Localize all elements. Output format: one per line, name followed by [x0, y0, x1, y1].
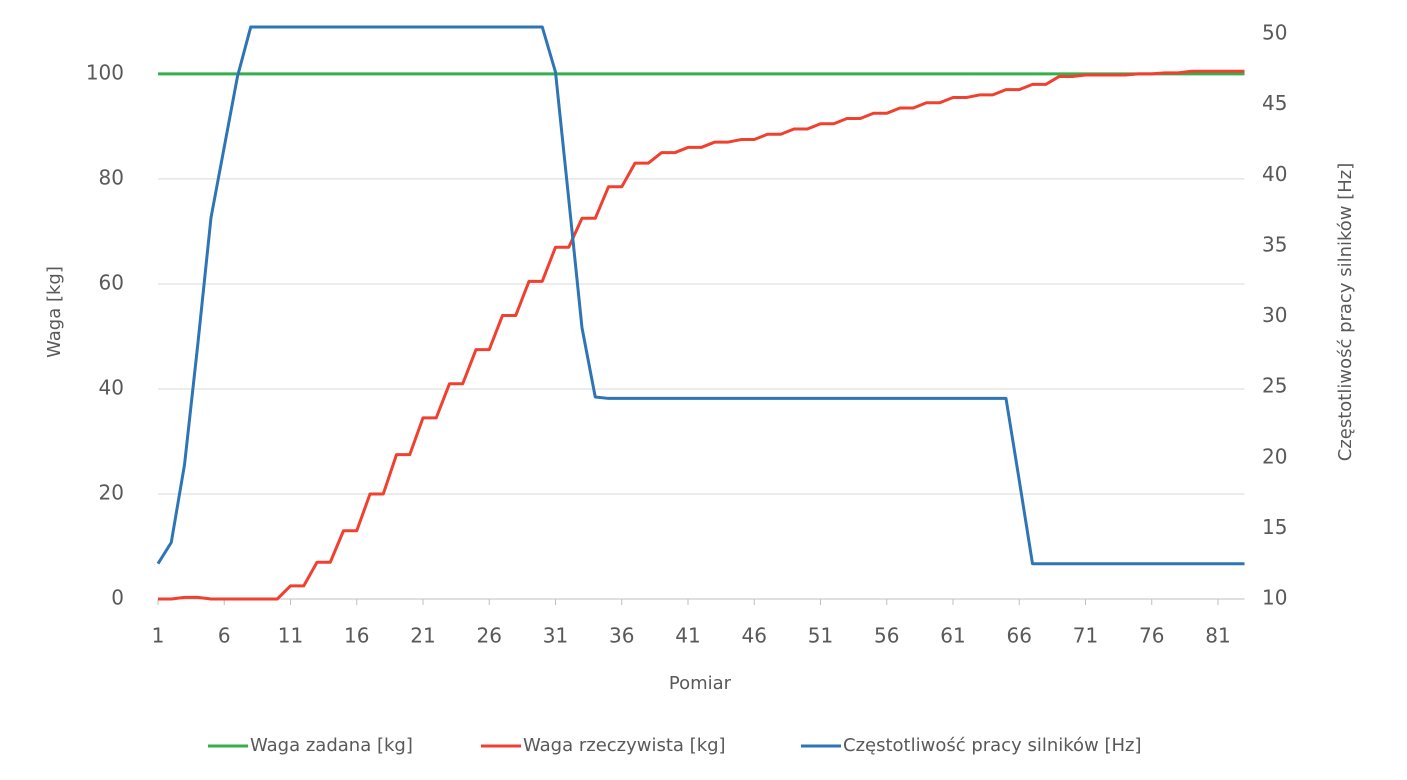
x-axis-title: Pomiar [669, 673, 732, 694]
x-tick-label: 6 [218, 624, 231, 648]
x-tick-label: 31 [543, 624, 568, 648]
series-line [156, 25, 1245, 566]
y-tick-label: 0 [111, 586, 124, 610]
y-axis-title: Waga [kg] [44, 266, 65, 358]
x-tick-label: 46 [742, 624, 767, 648]
y2-tick-label: 40 [1262, 162, 1287, 186]
y2-tick-label: 10 [1262, 586, 1287, 610]
y2-tick-label: 45 [1262, 91, 1287, 115]
x-tick-label: 51 [808, 624, 833, 648]
x-tick-label: 66 [1007, 624, 1032, 648]
legend-label: Waga zadana [kg] [250, 735, 413, 756]
y2-axis-title: Częstotliwość pracy silników [Hz] [1335, 163, 1356, 462]
y2-tick-label: 30 [1262, 303, 1287, 327]
x-tick-label: 71 [1073, 624, 1098, 648]
x-tick-label: 26 [477, 624, 502, 648]
y2-tick-label: 25 [1262, 374, 1287, 398]
x-tick-label: 81 [1205, 624, 1230, 648]
x-tick-label: 41 [675, 624, 700, 648]
x-tick-label: 16 [344, 624, 369, 648]
x-tick-label: 11 [278, 624, 303, 648]
legend-label: Waga rzeczywista [kg] [523, 735, 726, 756]
y2-tick-label: 35 [1262, 232, 1287, 256]
y-tick-label: 40 [99, 375, 124, 399]
y2-tick-label: 50 [1262, 21, 1287, 45]
y-tick-label: 60 [99, 270, 124, 294]
x-tick-label: 36 [609, 624, 634, 648]
y2-tick-label: 15 [1262, 515, 1287, 539]
legend-label: Częstotliwość pracy silników [Hz] [843, 735, 1142, 756]
y-tick-label: 100 [86, 60, 124, 84]
x-tick-label: 61 [940, 624, 965, 648]
x-tick-label: 21 [410, 624, 435, 648]
y-tick-label: 20 [99, 480, 124, 504]
y2-tick-label: 20 [1262, 444, 1287, 468]
x-tick-label: 1 [152, 624, 165, 648]
y-tick-label: 80 [99, 165, 124, 189]
x-tick-label: 56 [874, 624, 899, 648]
x-tick-label: 76 [1139, 624, 1164, 648]
series-line [158, 69, 1245, 601]
